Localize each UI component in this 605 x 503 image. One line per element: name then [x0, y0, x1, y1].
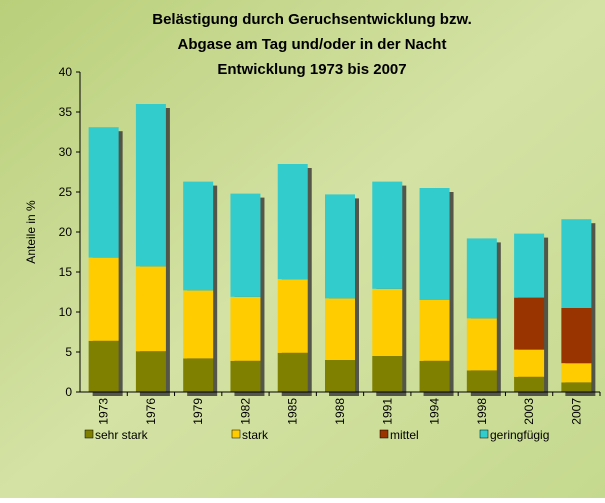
y-tick-label: 20 — [59, 225, 73, 239]
bar-segment — [514, 350, 544, 377]
x-tick-label: 2003 — [522, 398, 536, 425]
bar-segment — [420, 361, 450, 392]
legend-swatch — [85, 430, 93, 438]
bar-segment — [183, 290, 213, 358]
y-tick-label: 40 — [59, 65, 73, 79]
x-tick-label: 1976 — [144, 398, 158, 425]
y-tick-label: 0 — [65, 385, 72, 399]
bar-segment — [89, 341, 119, 392]
x-tick-label: 1979 — [191, 398, 205, 425]
bar-segment — [420, 188, 450, 300]
bar-segment — [514, 298, 544, 350]
legend-label: geringfügig — [490, 428, 549, 442]
bar-segment — [89, 258, 119, 341]
bar-segment — [561, 363, 591, 382]
bar-segment — [561, 382, 591, 392]
y-tick-label: 15 — [59, 265, 73, 279]
legend-swatch — [380, 430, 388, 438]
legend-label: mittel — [390, 428, 419, 442]
bar-segment — [136, 266, 166, 351]
bar-segment — [420, 300, 450, 361]
bar-segment — [514, 377, 544, 392]
y-tick-label: 10 — [59, 305, 73, 319]
bar-segment — [230, 194, 260, 297]
chart-title: Abgase am Tag und/oder in der Nacht — [178, 36, 447, 53]
bar-segment — [136, 104, 166, 266]
x-tick-label: 1973 — [97, 398, 111, 425]
legend-swatch — [480, 430, 488, 438]
bar-segment — [278, 279, 308, 353]
x-tick-label: 1985 — [286, 398, 300, 425]
y-axis-label: Anteile in % — [24, 200, 38, 264]
bar-segment — [325, 360, 355, 392]
y-tick-label: 35 — [59, 105, 73, 119]
y-tick-label: 5 — [65, 345, 72, 359]
x-tick-label: 1994 — [428, 398, 442, 425]
bar-segment — [183, 182, 213, 291]
bar-segment — [278, 164, 308, 279]
bar-segment — [230, 361, 260, 392]
bar-segment — [561, 308, 591, 363]
chart-title: Belästigung durch Geruchsentwicklung bzw… — [152, 11, 471, 28]
chart-title: Entwicklung 1973 bis 2007 — [217, 61, 406, 78]
bar-segment — [325, 298, 355, 360]
bar-segment — [136, 351, 166, 392]
y-tick-label: 30 — [59, 145, 73, 159]
bar-segment — [278, 353, 308, 392]
x-tick-label: 1988 — [333, 398, 347, 425]
y-tick-label: 25 — [59, 185, 73, 199]
bar-segment — [89, 127, 119, 257]
legend-label: stark — [242, 428, 269, 442]
bar-segment — [514, 234, 544, 298]
bar-segment — [467, 318, 497, 370]
x-tick-label: 1998 — [475, 398, 489, 425]
bar-segment — [230, 297, 260, 361]
bar-segment — [325, 194, 355, 298]
bar-segment — [467, 370, 497, 392]
legend-label: sehr stark — [95, 428, 149, 442]
legend-swatch — [232, 430, 240, 438]
chart: Belästigung durch Geruchsentwicklung bzw… — [0, 0, 605, 498]
bar-segment — [467, 238, 497, 318]
x-tick-label: 2007 — [569, 398, 583, 425]
bar-segment — [183, 358, 213, 392]
bar-segment — [561, 219, 591, 308]
bar-segment — [372, 289, 402, 356]
x-tick-label: 1991 — [380, 398, 394, 425]
bar-segment — [372, 182, 402, 289]
x-tick-label: 1982 — [238, 398, 252, 425]
bar-segment — [372, 356, 402, 392]
